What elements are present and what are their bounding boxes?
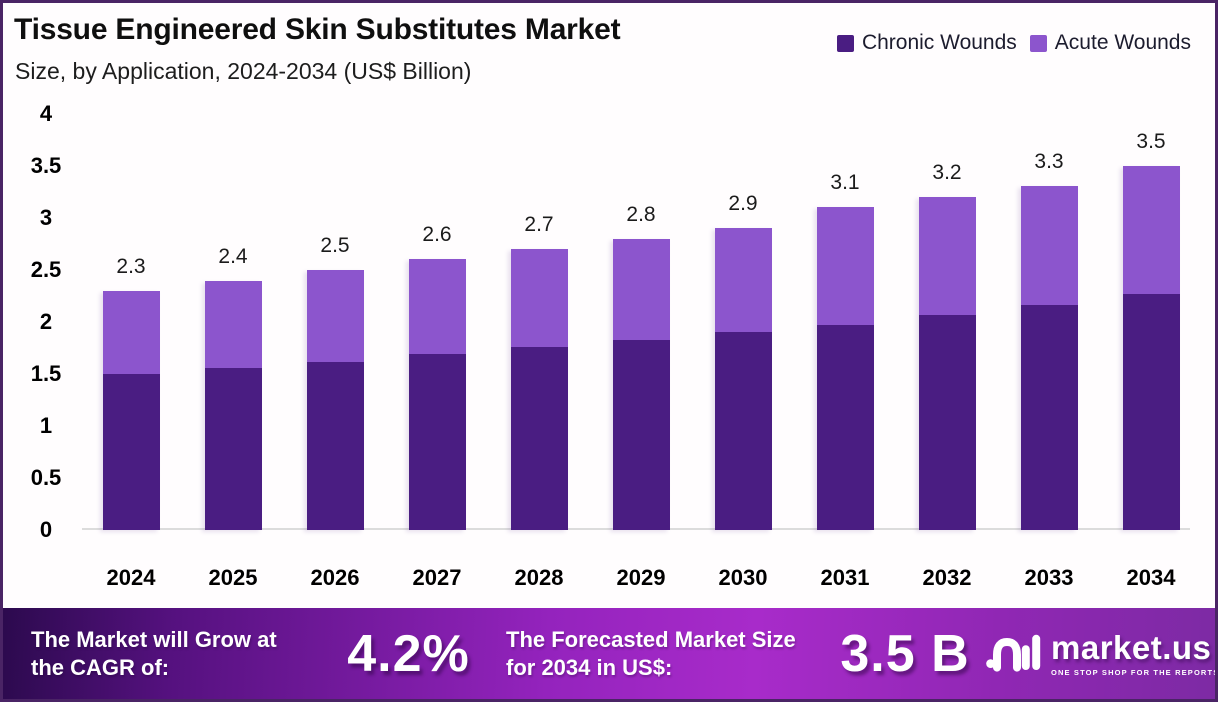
brand-tagline: ONE STOP SHOP FOR THE REPORTS xyxy=(1051,667,1218,677)
segment-chronic-2025 xyxy=(204,368,262,530)
x-axis-label-2033: 2033 xyxy=(1024,565,1074,590)
x-axis-label-2027: 2027 xyxy=(412,565,462,590)
segment-chronic-2032 xyxy=(918,315,976,530)
segment-acute-2025 xyxy=(204,281,262,368)
segment-acute-2034 xyxy=(1122,166,1180,294)
legend-item-acute-wounds: Acute Wounds xyxy=(1029,31,1191,55)
bar-2031 xyxy=(816,207,874,530)
bar-2029 xyxy=(612,239,670,530)
bar-2032 xyxy=(918,197,976,530)
bar-value-label-2026: 2.5 xyxy=(320,234,350,257)
bar-value-label-2027: 2.6 xyxy=(422,223,452,246)
x-axis-label-2029: 2029 xyxy=(616,565,666,590)
y-axis-tick-0: 0 xyxy=(39,517,53,542)
y-axis-tick-2: 2 xyxy=(39,309,53,334)
x-axis-label-2031: 2031 xyxy=(820,565,870,590)
y-axis-tick-3.5: 3.5 xyxy=(30,153,62,178)
page-subtitle: Size, by Application, 2024-2034 (US$ Bil… xyxy=(15,58,472,84)
forecast-label: The Forecasted Market Size for 2034 in U… xyxy=(506,626,796,680)
segment-chronic-2024 xyxy=(102,374,160,530)
plot-area: 2.3 2024 2.4 2025 2.5 2026 2.6 2027 2.7 2028 2.8 20… xyxy=(3,3,1215,699)
bar-value-label-2024: 2.3 xyxy=(116,255,146,278)
y-axis-tick-1.5: 1.5 xyxy=(30,361,62,386)
segment-chronic-2028 xyxy=(510,347,568,530)
segment-chronic-2034 xyxy=(1122,294,1180,530)
bar-2027 xyxy=(408,259,466,530)
segment-chronic-2030 xyxy=(714,332,772,530)
segment-chronic-2026 xyxy=(306,362,364,530)
page-title: Tissue Engineered Skin Substitutes Marke… xyxy=(14,13,621,46)
segment-chronic-2027 xyxy=(408,354,466,530)
segment-acute-2033 xyxy=(1020,186,1078,305)
segment-chronic-2029 xyxy=(612,340,670,530)
brand-name: market.us xyxy=(1051,628,1212,666)
segment-acute-2024 xyxy=(102,291,160,374)
segment-chronic-2031 xyxy=(816,325,874,530)
cagr-label: The Market will Grow at the CAGR of: xyxy=(31,626,277,680)
legend-item-chronic-wounds: Chronic Wounds xyxy=(836,31,1017,55)
bar-value-label-2025: 2.4 xyxy=(218,245,248,268)
segment-acute-2026 xyxy=(306,270,364,362)
segment-acute-2027 xyxy=(408,259,466,354)
x-axis-label-2025: 2025 xyxy=(208,565,258,590)
y-axis-tick-1: 1 xyxy=(39,413,53,438)
brand-text: market.us ONE STOP SHOP FOR THE REPORTS xyxy=(1051,628,1218,677)
cagr-value: 4.2% xyxy=(347,624,470,683)
brand-logo: market.us ONE STOP SHOP FOR THE REPORTS xyxy=(985,608,1218,699)
legend-label: Chronic Wounds xyxy=(861,31,1017,54)
forecast-value: 3.5 B xyxy=(840,624,970,683)
bar-2034 xyxy=(1122,166,1180,530)
bar-value-label-2028: 2.7 xyxy=(524,213,554,236)
bar-value-label-2031: 3.1 xyxy=(830,171,860,194)
x-axis-label-2026: 2026 xyxy=(310,565,360,590)
segment-acute-2030 xyxy=(714,228,772,332)
bar-2026 xyxy=(306,270,364,530)
segment-chronic-2033 xyxy=(1020,305,1078,530)
bar-value-label-2029: 2.8 xyxy=(626,203,656,226)
segment-acute-2029 xyxy=(612,239,670,340)
bar-2030 xyxy=(714,228,772,530)
y-axis-tick-2.5: 2.5 xyxy=(30,257,62,282)
y-axis-tick-3: 3 xyxy=(39,205,53,230)
y-axis-tick-4: 4 xyxy=(39,101,53,126)
bar-value-label-2033: 3.3 xyxy=(1034,150,1064,173)
bar-2033 xyxy=(1020,186,1078,530)
segment-acute-2028 xyxy=(510,249,568,347)
x-axis-label-2034: 2034 xyxy=(1126,565,1176,590)
acute-wounds-swatch-icon xyxy=(1029,34,1047,52)
chronic-wounds-swatch-icon xyxy=(836,34,854,52)
y-axis-tick-0.5: 0.5 xyxy=(30,465,62,490)
x-axis-label-2032: 2032 xyxy=(922,565,972,590)
bar-value-label-2030: 2.9 xyxy=(728,192,758,215)
segment-acute-2031 xyxy=(816,207,874,325)
bar-2028 xyxy=(510,249,568,530)
bar-value-label-2032: 3.2 xyxy=(932,161,962,184)
legend: Chronic Wounds Acute Wounds xyxy=(836,31,1191,55)
bar-value-label-2034: 3.5 xyxy=(1136,130,1166,153)
x-axis-label-2028: 2028 xyxy=(514,565,564,590)
legend-label: Acute Wounds xyxy=(1054,31,1191,54)
footer-banner: The Market will Grow at the CAGR of: 4.2… xyxy=(3,608,1215,699)
bar-2024 xyxy=(102,291,160,530)
market-us-logo-icon xyxy=(986,634,1041,672)
x-axis-label-2030: 2030 xyxy=(718,565,768,590)
bar-2025 xyxy=(204,281,262,530)
x-axis-label-2024: 2024 xyxy=(106,565,156,590)
segment-acute-2032 xyxy=(918,197,976,315)
